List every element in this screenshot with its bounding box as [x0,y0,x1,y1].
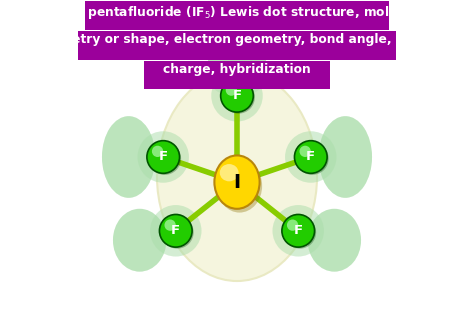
Circle shape [137,131,189,183]
Circle shape [148,142,181,175]
Ellipse shape [217,159,262,213]
Circle shape [282,214,315,247]
Circle shape [300,146,311,157]
Text: F: F [306,150,315,164]
Circle shape [147,141,180,173]
Circle shape [221,79,253,112]
Ellipse shape [102,116,155,198]
Circle shape [285,131,337,183]
Ellipse shape [319,116,372,198]
Circle shape [283,216,316,249]
Text: F: F [159,150,168,164]
FancyBboxPatch shape [78,31,396,60]
Circle shape [222,81,255,114]
Ellipse shape [113,209,166,272]
FancyBboxPatch shape [145,61,329,89]
Ellipse shape [319,116,372,198]
Text: charge, hybridization: charge, hybridization [163,63,311,76]
Circle shape [273,205,324,257]
Ellipse shape [206,44,268,97]
Ellipse shape [308,209,361,272]
Circle shape [164,219,176,231]
Circle shape [226,84,237,96]
Text: F: F [294,224,303,237]
Ellipse shape [308,209,361,272]
Circle shape [287,219,298,231]
Text: F: F [232,89,242,102]
Ellipse shape [214,155,260,209]
Circle shape [150,205,201,257]
FancyBboxPatch shape [85,1,389,30]
Ellipse shape [157,71,317,281]
Ellipse shape [206,44,268,97]
Circle shape [211,70,263,122]
Ellipse shape [220,164,238,181]
Ellipse shape [113,209,166,272]
Circle shape [294,141,327,173]
Circle shape [159,214,192,247]
Circle shape [161,216,194,249]
Text: Iodine pentafluoride (IF$_5$) Lewis dot structure, molecular: Iodine pentafluoride (IF$_5$) Lewis dot … [40,4,434,21]
Ellipse shape [102,116,155,198]
Circle shape [152,146,163,157]
Circle shape [296,142,328,175]
Text: F: F [171,224,180,237]
Text: geometry or shape, electron geometry, bond angle, formal: geometry or shape, electron geometry, bo… [34,33,440,46]
Text: I: I [233,173,241,192]
